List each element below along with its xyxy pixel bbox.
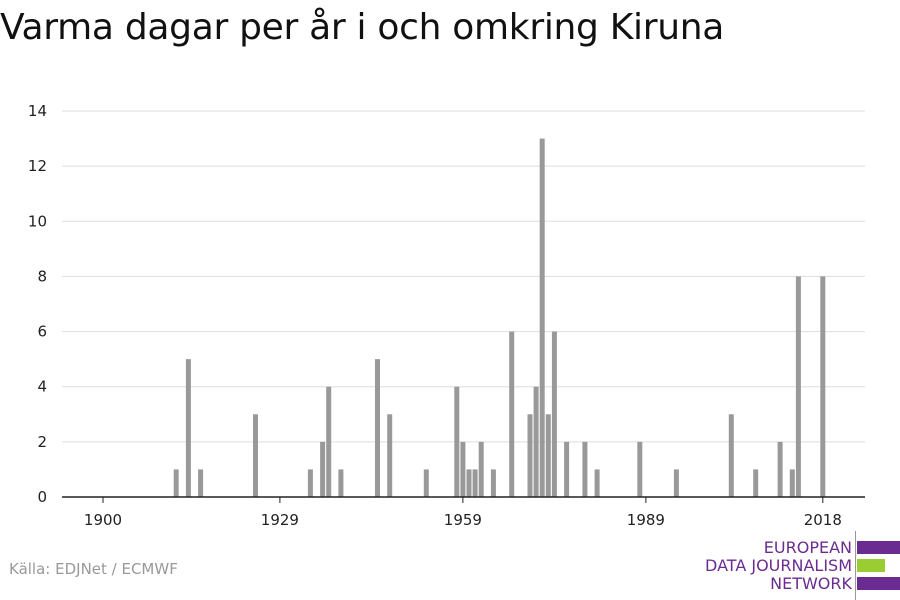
- bar: [454, 386, 460, 497]
- bar: [789, 469, 795, 497]
- y-tick-label: 0: [37, 488, 47, 506]
- bar: [338, 469, 344, 497]
- chart-title: Varma dagar per år i och omkring Kiruna: [0, 7, 725, 48]
- x-tick-label: 1900: [84, 511, 122, 529]
- bar: [198, 469, 204, 497]
- bar: [490, 469, 496, 497]
- logo-line-data-journalism: DATA JOURNALISM: [705, 556, 852, 575]
- y-tick-label: 10: [28, 212, 47, 230]
- bar: [564, 441, 570, 497]
- bar: [326, 386, 332, 497]
- bar: [728, 414, 734, 497]
- bar: [777, 441, 783, 497]
- bar: [466, 469, 472, 497]
- x-tick-label: 1989: [627, 511, 665, 529]
- bar: [582, 441, 588, 497]
- bar: [173, 469, 179, 497]
- x-tick-label: 2018: [804, 511, 842, 529]
- logo-line-european: EUROPEAN: [763, 538, 852, 557]
- x-tick-label: 1929: [261, 511, 299, 529]
- bar: [551, 331, 557, 497]
- bar: [307, 469, 313, 497]
- bar: [460, 441, 466, 497]
- gridlines: [62, 110, 865, 443]
- bar: [185, 359, 191, 497]
- bar: [594, 469, 600, 497]
- logo-divider: [855, 531, 856, 600]
- bar: [423, 469, 429, 497]
- bar: [320, 441, 326, 497]
- y-tick-label: 2: [37, 433, 47, 451]
- x-tick-labels: 1900 1929 1959 1989 2018: [84, 511, 842, 529]
- x-axis: [62, 496, 865, 503]
- bar: [472, 469, 478, 497]
- bar: [637, 441, 643, 497]
- bar: [509, 331, 515, 497]
- bar: [545, 414, 551, 497]
- bar: [673, 469, 679, 497]
- y-tick-label: 12: [28, 157, 47, 175]
- bar: [478, 441, 484, 497]
- y-tick-label: 6: [37, 323, 47, 341]
- bar: [253, 414, 258, 497]
- y-tick-label: 4: [37, 378, 47, 396]
- bar: [533, 386, 539, 497]
- bar-chart: 0 2 4 6 8 10 12 14 1900 1929 1959 1989 2018: [28, 102, 865, 529]
- logo-line-network: NETWORK: [770, 574, 852, 593]
- x-tick-label: 1959: [444, 511, 482, 529]
- source-text: Källa: EDJNet / ECMWF: [9, 560, 178, 578]
- y-tick-label: 14: [28, 102, 47, 120]
- bar: [753, 469, 759, 497]
- bars: [173, 138, 826, 498]
- bar: [795, 276, 801, 497]
- logo-bar-middle: [857, 559, 885, 572]
- edjnet-logo: EUROPEAN DATA JOURNALISM NETWORK: [700, 531, 900, 600]
- logo-bar-bottom: [857, 577, 900, 590]
- logo-bar-top: [857, 541, 900, 554]
- bar: [387, 414, 393, 497]
- bar: [527, 414, 533, 497]
- y-tick-labels: 0 2 4 6 8 10 12 14: [28, 102, 47, 506]
- y-tick-label: 8: [37, 267, 47, 285]
- bar: [539, 138, 545, 498]
- bar: [375, 359, 380, 497]
- bar: [820, 276, 826, 497]
